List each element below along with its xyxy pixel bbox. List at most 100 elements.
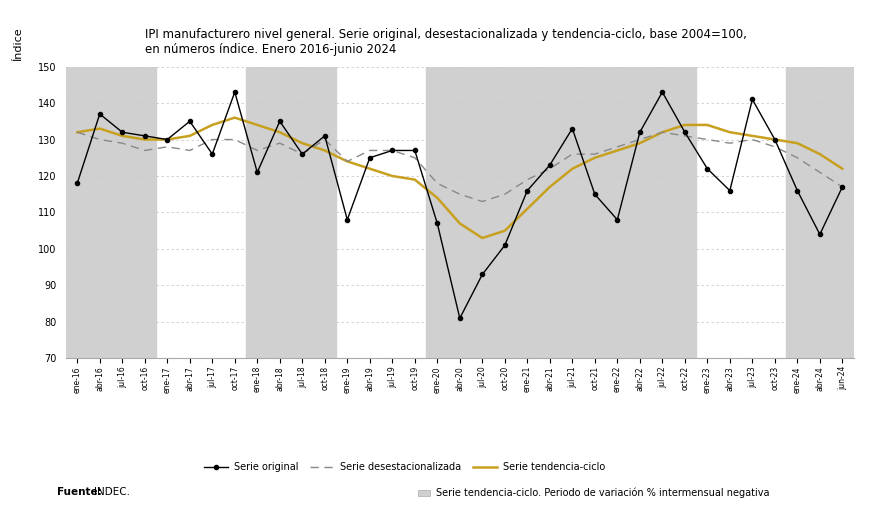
- Serie original: [702, 165, 713, 172]
- Serie desestacionalizada: [409, 155, 420, 161]
- Serie tendencia-ciclo: [590, 155, 600, 161]
- Serie tendencia-ciclo: [185, 133, 195, 139]
- Serie tendencia-ciclo: [275, 129, 285, 135]
- Serie desestacionalizada: [702, 136, 713, 142]
- Serie desestacionalizada: [590, 151, 600, 157]
- Bar: [786, 67, 854, 358]
- Serie desestacionalizada: [342, 158, 353, 164]
- Serie original: [342, 217, 353, 223]
- Serie desestacionalizada: [724, 140, 735, 146]
- Serie original: [139, 133, 150, 139]
- Serie original: [432, 220, 443, 226]
- Serie original: [657, 89, 668, 95]
- Serie desestacionalizada: [454, 191, 465, 197]
- Serie original: [500, 242, 510, 248]
- Legend: Serie tendencia-ciclo. Periodo de variación % intermensual negativa: Serie tendencia-ciclo. Periodo de variac…: [414, 484, 774, 502]
- Serie original: [477, 271, 488, 278]
- Serie original: [545, 162, 555, 168]
- Bar: [426, 67, 606, 358]
- Serie original: [387, 147, 398, 154]
- Text: IPI manufacturero nivel general. Serie original, desestacionalizada y tendencia-: IPI manufacturero nivel general. Serie o…: [144, 28, 746, 56]
- Serie tendencia-ciclo: [545, 184, 555, 190]
- Serie tendencia-ciclo: [409, 177, 420, 183]
- Serie desestacionalizada: [387, 147, 398, 154]
- Serie desestacionalizada: [477, 199, 488, 205]
- Serie tendencia-ciclo: [432, 195, 443, 201]
- Serie tendencia-ciclo: [747, 133, 758, 139]
- Serie tendencia-ciclo: [522, 206, 532, 212]
- Serie desestacionalizada: [230, 136, 240, 142]
- Line: Serie original: Serie original: [75, 90, 845, 321]
- Serie desestacionalizada: [567, 151, 577, 157]
- Serie tendencia-ciclo: [792, 140, 803, 146]
- Text: Fuente:: Fuente:: [57, 486, 102, 497]
- Serie tendencia-ciclo: [94, 125, 105, 132]
- Serie tendencia-ciclo: [815, 151, 825, 157]
- Serie desestacionalizada: [185, 147, 195, 154]
- Serie tendencia-ciclo: [454, 220, 465, 226]
- Serie desestacionalizada: [770, 144, 781, 150]
- Serie original: [94, 111, 105, 117]
- Serie original: [454, 315, 465, 322]
- Serie tendencia-ciclo: [162, 136, 172, 142]
- Serie tendencia-ciclo: [139, 136, 150, 142]
- Serie tendencia-ciclo: [252, 122, 262, 128]
- Serie tendencia-ciclo: [634, 140, 645, 146]
- Bar: [246, 67, 336, 358]
- Serie tendencia-ciclo: [207, 122, 217, 128]
- Serie original: [770, 136, 781, 142]
- Serie tendencia-ciclo: [387, 173, 398, 179]
- Serie desestacionalizada: [94, 136, 105, 142]
- Serie tendencia-ciclo: [770, 136, 781, 142]
- Serie desestacionalizada: [837, 184, 847, 190]
- Serie original: [319, 133, 330, 139]
- Serie desestacionalizada: [432, 180, 443, 186]
- Serie tendencia-ciclo: [364, 165, 375, 172]
- Serie original: [792, 187, 803, 194]
- Serie original: [72, 180, 83, 186]
- Serie desestacionalizada: [522, 177, 532, 183]
- Serie tendencia-ciclo: [477, 235, 488, 241]
- Serie tendencia-ciclo: [837, 165, 847, 172]
- Serie original: [747, 96, 758, 102]
- Serie tendencia-ciclo: [297, 140, 308, 146]
- Serie original: [612, 217, 623, 223]
- Serie original: [275, 118, 285, 124]
- Serie tendencia-ciclo: [724, 129, 735, 135]
- Serie original: [207, 151, 217, 157]
- Serie desestacionalizada: [657, 129, 668, 135]
- Serie desestacionalizada: [815, 169, 825, 176]
- Serie desestacionalizada: [275, 140, 285, 146]
- Serie tendencia-ciclo: [702, 122, 713, 128]
- Serie tendencia-ciclo: [117, 133, 128, 139]
- Serie desestacionalizada: [792, 155, 803, 161]
- Serie original: [185, 118, 195, 124]
- Serie desestacionalizada: [679, 133, 690, 139]
- Serie tendencia-ciclo: [657, 129, 668, 135]
- Line: Serie desestacionalizada: Serie desestacionalizada: [77, 132, 842, 202]
- Y-axis label: Índice: Índice: [12, 27, 23, 61]
- Serie desestacionalizada: [364, 147, 375, 154]
- Serie desestacionalizada: [500, 191, 510, 197]
- Line: Serie tendencia-ciclo: Serie tendencia-ciclo: [77, 118, 842, 238]
- Serie original: [815, 231, 825, 238]
- Serie original: [162, 136, 172, 142]
- Text: INDEC.: INDEC.: [94, 486, 130, 497]
- Serie desestacionalizada: [747, 136, 758, 142]
- Serie original: [364, 155, 375, 161]
- Serie desestacionalizada: [72, 129, 83, 135]
- Serie original: [567, 125, 577, 132]
- Serie desestacionalizada: [139, 147, 150, 154]
- Serie tendencia-ciclo: [679, 122, 690, 128]
- Serie original: [634, 129, 645, 135]
- Serie desestacionalizada: [297, 151, 308, 157]
- Serie desestacionalizada: [252, 147, 262, 154]
- Bar: [606, 67, 696, 358]
- Serie tendencia-ciclo: [500, 228, 510, 234]
- Serie original: [837, 184, 847, 190]
- Serie tendencia-ciclo: [72, 129, 83, 135]
- Serie desestacionalizada: [117, 140, 128, 146]
- Serie tendencia-ciclo: [230, 115, 240, 121]
- Serie tendencia-ciclo: [567, 165, 577, 172]
- Serie desestacionalizada: [634, 136, 645, 142]
